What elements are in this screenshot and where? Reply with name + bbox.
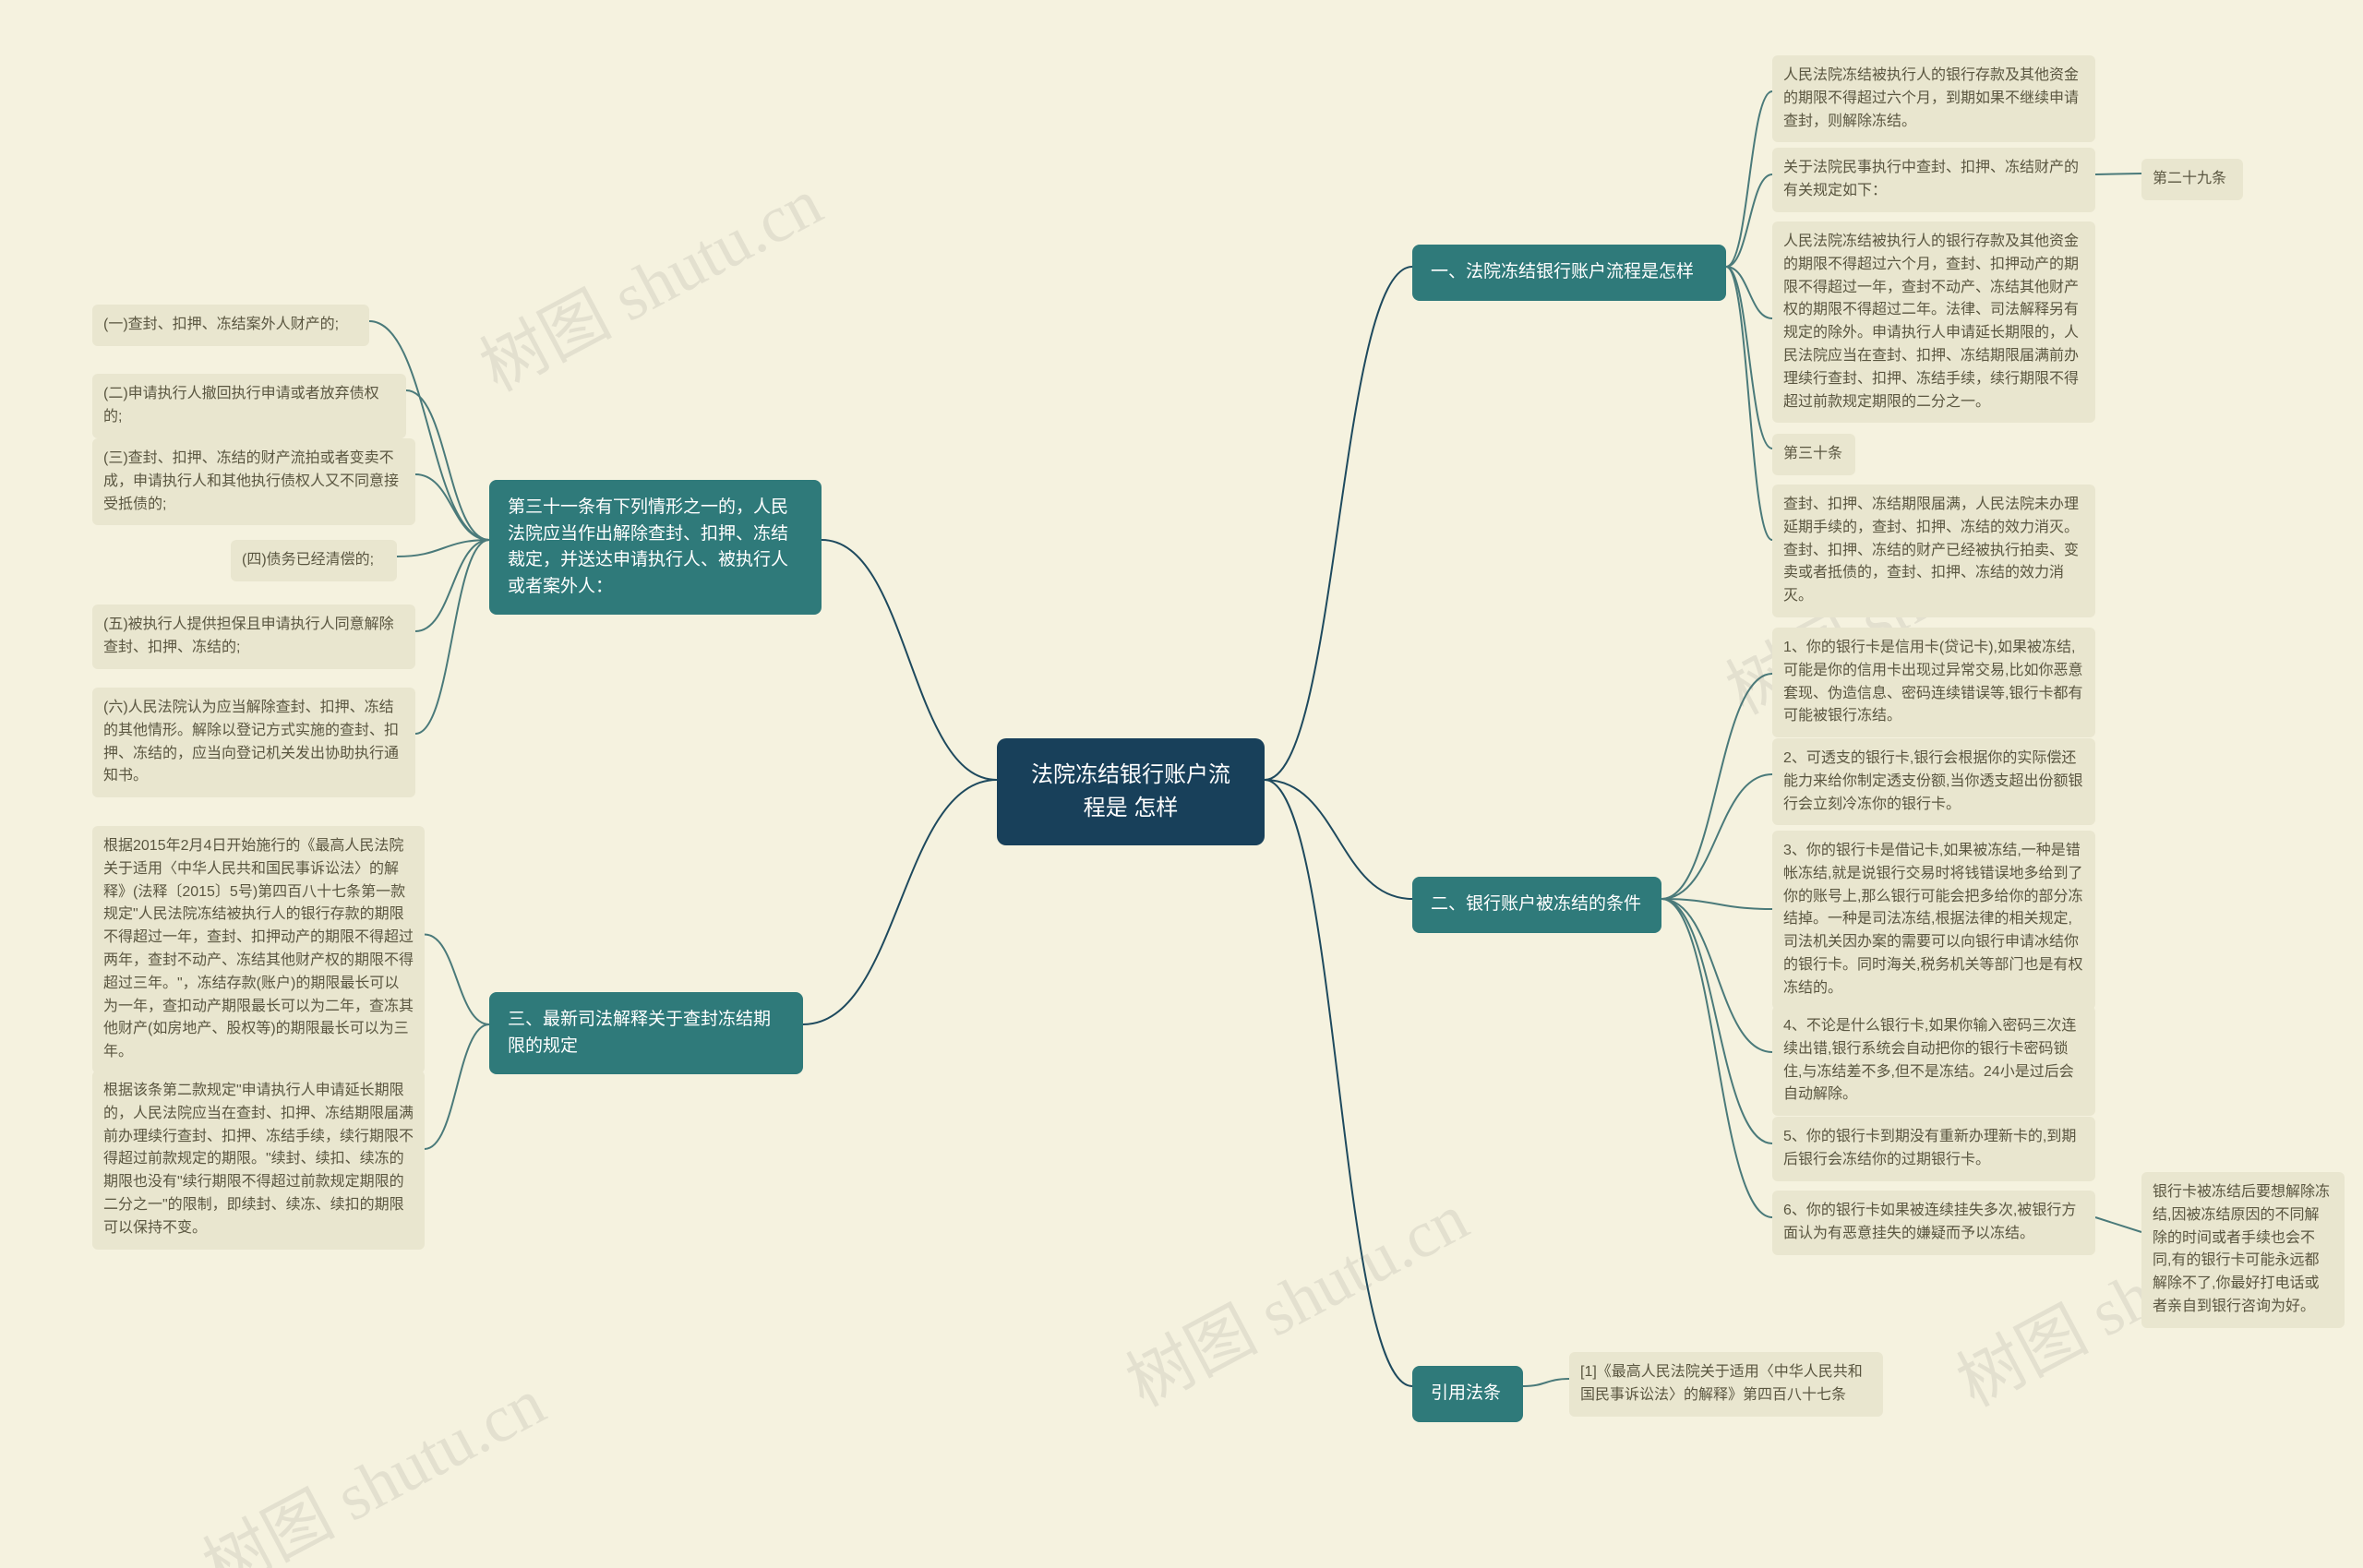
branch-b2: 二、银行账户被冻结的条件 xyxy=(1412,877,1661,933)
leaf-b2-4: 5、你的银行卡到期没有重新办理新卡的,到期后银行会冻结你的过期银行卡。 xyxy=(1772,1117,2095,1181)
leaf-b2-0: 1、你的银行卡是信用卡(贷记卡),如果被冻结,可能是你的信用卡出现过异常交易,比… xyxy=(1772,628,2095,737)
leaf-b1-2: 人民法院冻结被执行人的银行存款及其他资金的期限不得超过六个月，查封、扣押动产的期… xyxy=(1772,221,2095,423)
leaf-b2-2: 3、你的银行卡是借记卡,如果被冻结,一种是错帐冻结,就是说银行交易时将钱错误地多… xyxy=(1772,831,2095,1010)
watermark-0: 树图 shutu.cn xyxy=(461,149,835,409)
root-label: 法院冻结银行账户流程是 怎样 xyxy=(1031,762,1230,820)
leaf-b1-1-sub: 第二十九条 xyxy=(2141,159,2243,200)
branch-b3: 引用法条 xyxy=(1412,1366,1523,1422)
leaf-b2-3: 4、不论是什么银行卡,如果你输入密码三次连续出错,银行系统会自动把你的银行卡密码… xyxy=(1772,1006,2095,1116)
leaf-b2-5-sub: 银行卡被冻结后要想解除冻结,因被冻结原因的不同解除的时间或者手续也会不同,有的银… xyxy=(2141,1172,2345,1328)
leaf-b4-2: (三)查封、扣押、冻结的财产流拍或者变卖不成，申请执行人和其他执行债权人又不同意… xyxy=(92,438,415,525)
branch-b5: 三、最新司法解释关于查封冻结期限的规定 xyxy=(489,992,803,1074)
leaf-b1-3: 第三十条 xyxy=(1772,434,1855,475)
leaf-b2-1: 2、可透支的银行卡,银行会根据你的实际偿还能力来给你制定透支份额,当你透支超出份… xyxy=(1772,738,2095,825)
leaf-b1-1: 关于法院民事执行中查封、扣押、冻结财产的有关规定如下： xyxy=(1772,148,2095,212)
branch-b1: 一、法院冻结银行账户流程是怎样 xyxy=(1412,245,1726,301)
branch-b4: 第三十一条有下列情形之一的，人民法院应当作出解除查封、扣押、冻结裁定，并送达申请… xyxy=(489,480,822,615)
leaf-b5-0: 根据2015年2月4日开始施行的《最高人民法院关于适用〈中华人民共和国民事诉讼法… xyxy=(92,826,425,1073)
watermark-2: 树图 shutu.cn xyxy=(184,1348,558,1568)
leaf-b4-4: (五)被执行人提供担保且申请执行人同意解除查封、扣押、冻结的; xyxy=(92,604,415,669)
leaf-b4-0: (一)查封、扣押、冻结案外人财产的; xyxy=(92,305,369,346)
leaf-b5-1: 根据该条第二款规定"申请执行人申请延长期限的，人民法院应当在查封、扣押、冻结期限… xyxy=(92,1071,425,1250)
leaf-b4-1: (二)申请执行人撤回执行申请或者放弃债权的; xyxy=(92,374,406,438)
leaf-b4-5: (六)人民法院认为应当解除查封、扣押、冻结的其他情形。解除以登记方式实施的查封、… xyxy=(92,688,415,797)
leaf-b1-0: 人民法院冻结被执行人的银行存款及其他资金的期限不得超过六个月，到期如果不继续申请… xyxy=(1772,55,2095,142)
root-node: 法院冻结银行账户流程是 怎样 xyxy=(997,738,1265,845)
leaf-b2-5: 6、你的银行卡如果被连续挂失多次,被银行方面认为有恶意挂失的嫌疑而予以冻结。 xyxy=(1772,1191,2095,1255)
leaf-b3-0: [1]《最高人民法院关于适用〈中华人民共和国民事诉讼法〉的解释》第四百八十七条 xyxy=(1569,1352,1883,1417)
leaf-b4-3: (四)债务已经清偿的; xyxy=(231,540,397,581)
leaf-b1-4: 查封、扣押、冻结期限届满，人民法院未办理延期手续的，查封、扣押、冻结的效力消灭。… xyxy=(1772,485,2095,617)
